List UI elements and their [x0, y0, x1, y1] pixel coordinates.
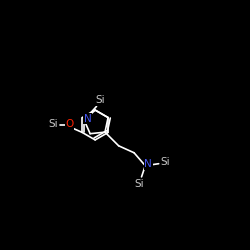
Text: O: O: [66, 119, 74, 129]
Text: N: N: [144, 160, 152, 170]
Text: Si: Si: [134, 179, 144, 189]
Text: Si: Si: [49, 119, 58, 129]
Text: N: N: [84, 114, 92, 124]
Text: Si: Si: [160, 158, 170, 168]
Text: Si: Si: [96, 95, 105, 105]
